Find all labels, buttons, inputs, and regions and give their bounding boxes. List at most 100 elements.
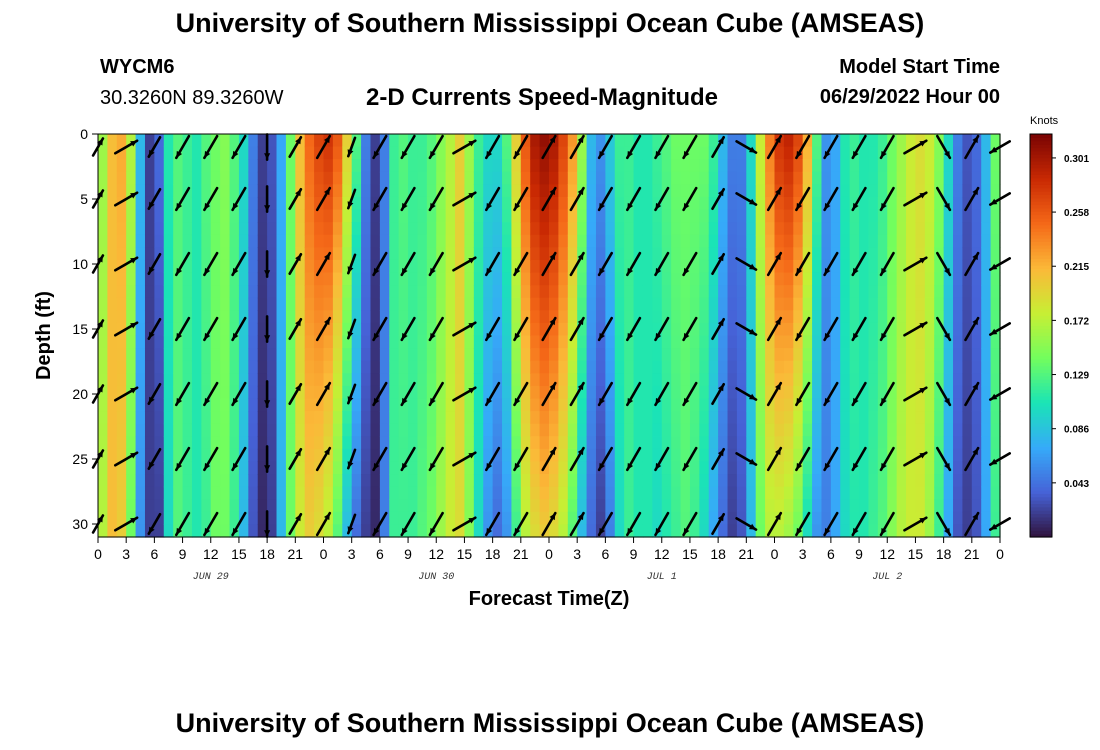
- heatmap-cell: [755, 385, 766, 400]
- heatmap-cell: [558, 373, 569, 387]
- heatmap-cell: [793, 411, 804, 425]
- heatmap-cell: [267, 448, 278, 463]
- heatmap-cell: [981, 247, 992, 261]
- heatmap-cell: [473, 234, 484, 248]
- heatmap-cell: [257, 146, 268, 160]
- y-tick-label: 25: [72, 451, 88, 467]
- heatmap-cell: [417, 159, 428, 173]
- current-vector: [484, 186, 501, 212]
- heatmap-cell: [379, 411, 390, 425]
- colorbar-segment: [1030, 147, 1052, 152]
- heatmap-cell: [971, 373, 982, 387]
- heatmap-cell: [455, 335, 466, 349]
- heatmap-cell: [821, 511, 832, 525]
- heatmap-cell: [953, 297, 964, 311]
- heatmap-cell: [473, 486, 484, 500]
- heatmap-cell: [962, 348, 973, 362]
- heatmap-cell: [314, 385, 325, 400]
- heatmap-cell: [323, 222, 334, 236]
- heatmap-cell: [877, 398, 888, 412]
- heatmap-cell: [896, 474, 907, 488]
- current-vector: [175, 446, 191, 472]
- heatmap-cell: [351, 499, 362, 513]
- x-tick-label: 9: [404, 546, 412, 562]
- current-vector: [569, 446, 585, 472]
- heatmap-cell: [971, 222, 982, 236]
- heatmap-cell: [342, 335, 353, 349]
- heatmap-cell: [915, 184, 926, 198]
- heatmap-cell: [539, 335, 550, 349]
- heatmap-cell: [163, 486, 174, 500]
- heatmap-cell: [652, 385, 663, 400]
- heatmap-cell: [455, 448, 466, 463]
- heatmap-cell: [426, 247, 437, 261]
- heatmap-cell: [877, 285, 888, 299]
- heatmap-cell: [708, 209, 719, 223]
- heatmap-cell: [727, 486, 738, 500]
- heatmap-cell: [802, 385, 813, 400]
- heatmap-cell: [116, 348, 127, 362]
- heatmap-cell: [887, 146, 898, 160]
- heatmap-cell: [943, 335, 954, 349]
- heatmap-cell: [314, 134, 325, 148]
- heatmap-cell: [567, 448, 578, 463]
- heatmap-cell: [530, 474, 541, 488]
- heatmap-cell: [248, 524, 259, 538]
- heatmap-cell: [859, 222, 870, 236]
- colorbar-tick-label: 0.301: [1064, 154, 1089, 165]
- current-vector: [231, 134, 247, 160]
- heatmap-cell: [671, 360, 682, 374]
- heatmap-cell: [906, 448, 917, 463]
- heatmap-cell: [962, 134, 973, 148]
- heatmap-cell: [473, 448, 484, 463]
- current-vector: [795, 316, 811, 342]
- heatmap-cell: [830, 146, 841, 160]
- heatmap-cell: [934, 272, 945, 286]
- heatmap-cell: [295, 322, 306, 337]
- heatmap-cell: [483, 448, 494, 463]
- colorbar-segment: [1030, 466, 1052, 471]
- heatmap-cell: [285, 511, 296, 525]
- heatmap-cell: [830, 499, 841, 513]
- heatmap-cell: [896, 146, 907, 160]
- colorbar-segment: [1030, 523, 1052, 528]
- heatmap-cell: [370, 184, 381, 198]
- heatmap-cell: [642, 247, 653, 261]
- heatmap-cell: [379, 461, 390, 475]
- heatmap-cell: [107, 474, 118, 488]
- heatmap-cell: [276, 184, 287, 198]
- heatmap-cell: [511, 234, 522, 248]
- heatmap-cell: [906, 486, 917, 500]
- heatmap-cell: [257, 474, 268, 488]
- heatmap-cell: [595, 297, 606, 311]
- colorbar-segment: [1030, 476, 1052, 481]
- heatmap-cell: [483, 474, 494, 488]
- heatmap-cell: [248, 423, 259, 437]
- heatmap-cell: [736, 247, 747, 261]
- heatmap-cell: [924, 310, 935, 324]
- heatmap-cell: [746, 398, 757, 412]
- heatmap-cell: [257, 373, 268, 387]
- heatmap-cell: [445, 499, 456, 513]
- heatmap-cell: [135, 209, 146, 223]
- heatmap-cell: [285, 259, 296, 274]
- heatmap-cell: [840, 499, 851, 513]
- heatmap-cell: [135, 524, 146, 538]
- heatmap-cell: [520, 159, 531, 173]
- heatmap-cell: [116, 511, 127, 525]
- heatmap-cell: [962, 335, 973, 349]
- heatmap-cell: [783, 297, 794, 311]
- heatmap-cell: [793, 310, 804, 324]
- heatmap-cell: [689, 524, 700, 538]
- heatmap-cell: [652, 159, 663, 173]
- heatmap-cell: [774, 373, 785, 387]
- heatmap-cell: [361, 499, 372, 513]
- heatmap-cell: [765, 322, 776, 337]
- heatmap-cell: [144, 184, 155, 198]
- heatmap-cell: [558, 385, 569, 400]
- heatmap-cell: [126, 461, 137, 475]
- heatmap-cell: [642, 272, 653, 286]
- heatmap-cell: [689, 322, 700, 337]
- heatmap-cell: [530, 322, 541, 337]
- heatmap-cell: [689, 222, 700, 236]
